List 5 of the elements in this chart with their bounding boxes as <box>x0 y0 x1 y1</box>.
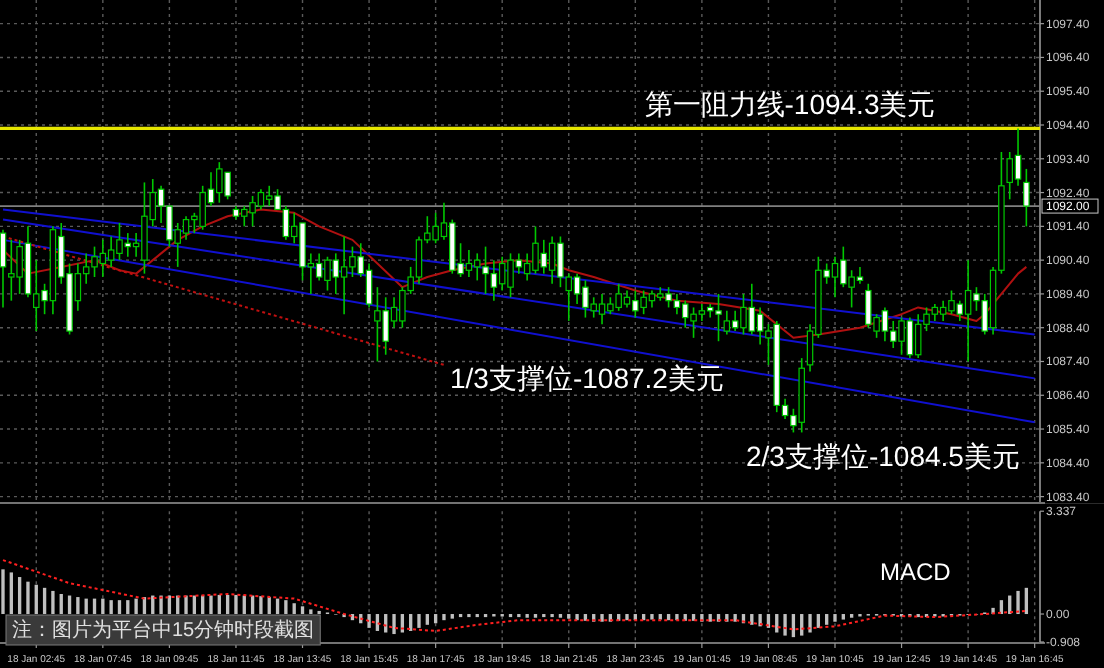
annotation: MACD <box>880 558 952 586</box>
annotation: 1/3支撑位-1087.2美元 <box>450 362 724 394</box>
annotation: 2/3支撑位-1084.5美元 <box>746 440 1020 472</box>
ref-line-label: 第一阻力线-1094.3美元 <box>644 88 936 121</box>
annotation: 注：图片为平台中15分钟时段截图 <box>12 618 315 642</box>
